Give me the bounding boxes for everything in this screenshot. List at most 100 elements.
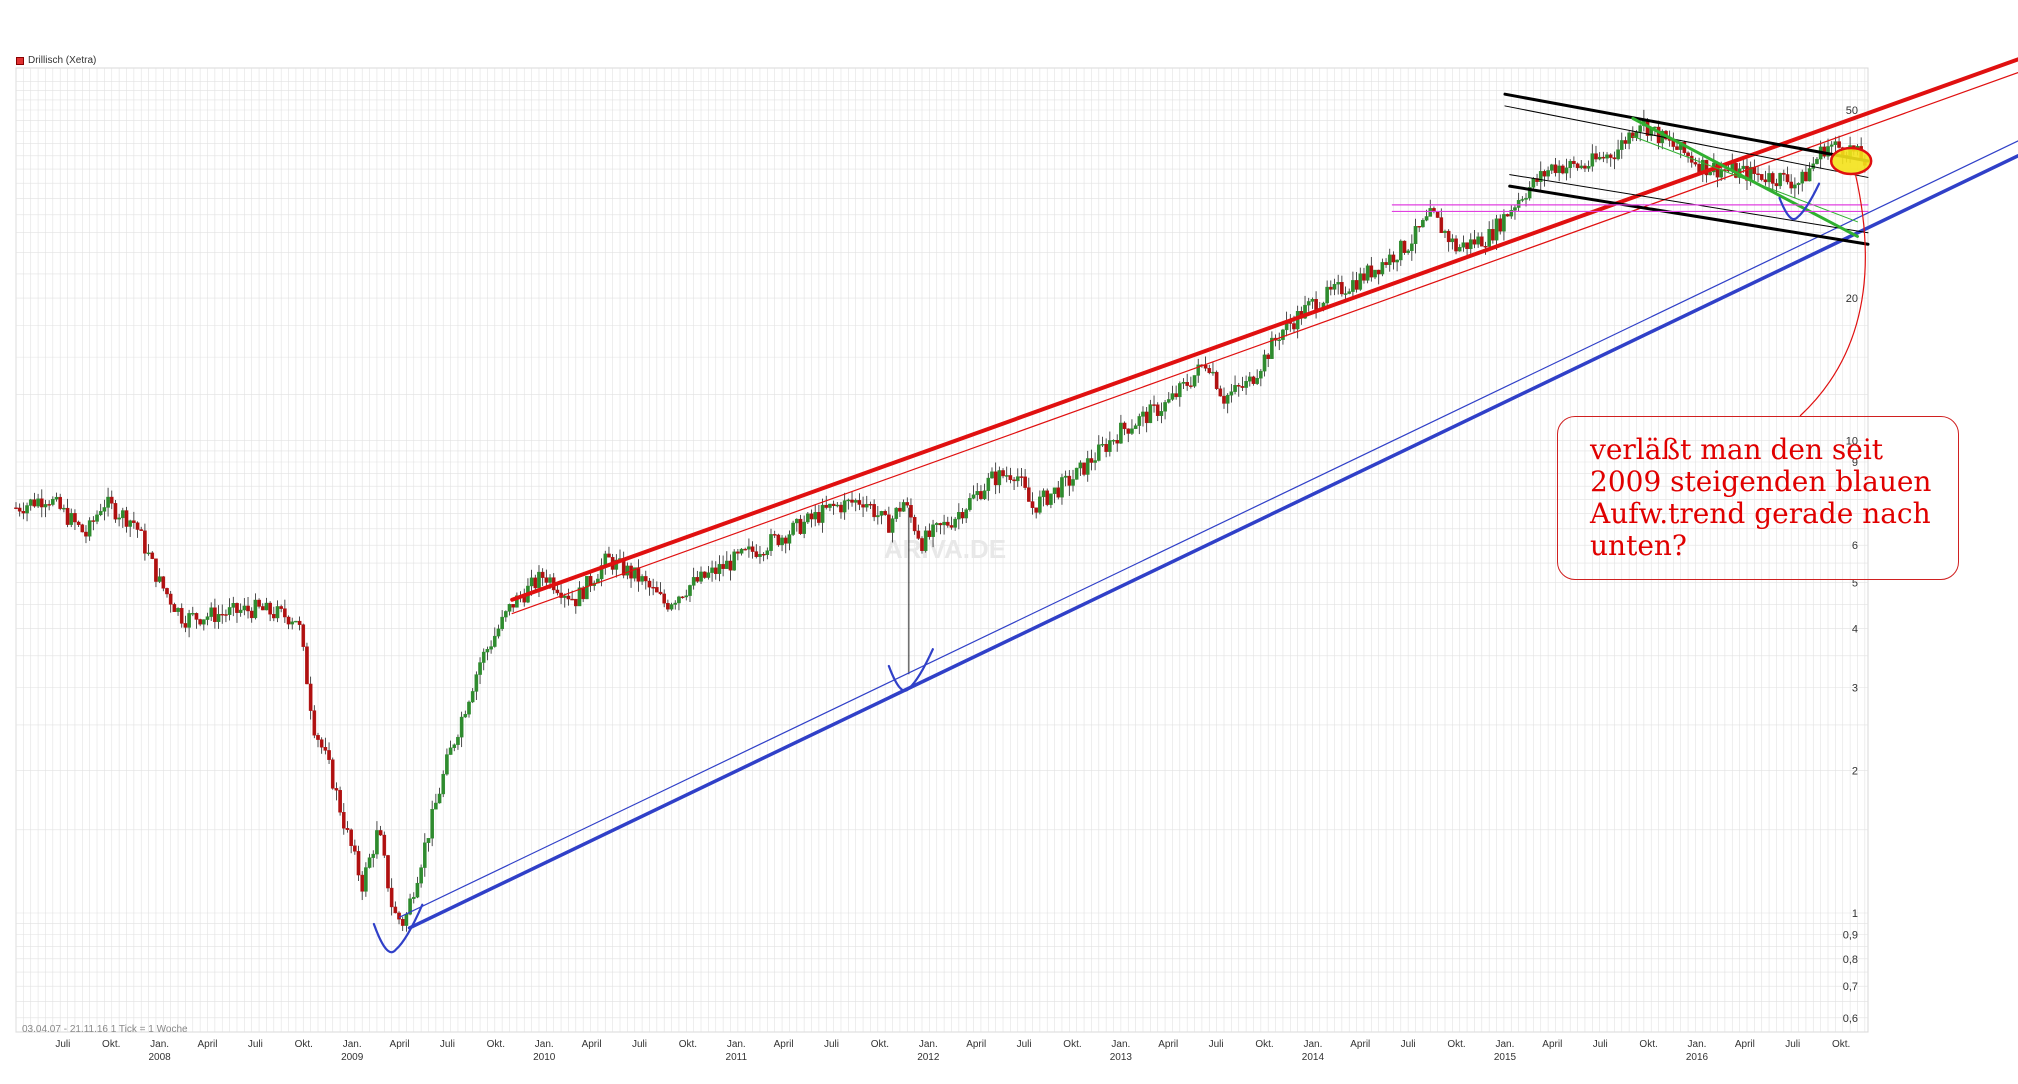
candle-body: [1045, 490, 1050, 505]
candle-body: [1108, 440, 1112, 452]
candle-body: [297, 620, 302, 625]
candle-body: [492, 635, 497, 647]
candle-body: [1104, 444, 1108, 452]
candle-body: [754, 551, 759, 557]
candle-body: [1100, 444, 1105, 446]
candle-body: [931, 524, 935, 537]
x-axis: Juli Okt. Jan. April Juli Okt. Jan. April Juli Ok…: [55, 1039, 1850, 1063]
candle-body: [1270, 337, 1274, 359]
candle-body: [397, 912, 401, 920]
candle-body: [1030, 501, 1035, 508]
candle-body: [1222, 395, 1226, 404]
candle-body: [32, 499, 37, 507]
candle-body: [912, 517, 917, 532]
candle-body: [135, 522, 140, 530]
candle-body: [165, 588, 169, 595]
candle-body: [1085, 458, 1090, 475]
candle-body: [316, 735, 320, 740]
candle-body: [209, 607, 213, 617]
trendline-black-channel-top-thin: [1504, 105, 1869, 178]
candle-body: [1413, 226, 1418, 245]
candle-body: [1078, 462, 1083, 469]
candle-body: [975, 491, 980, 496]
candle-body: [1063, 475, 1068, 478]
candle-body: [562, 595, 567, 598]
candle-body: [846, 499, 851, 502]
candle-body: [971, 494, 976, 499]
candle-body: [669, 604, 674, 610]
candle-body: [294, 620, 298, 623]
trendline-black-channel-bottom-thin: [1509, 174, 1869, 234]
candle-body: [194, 613, 199, 620]
candle-body: [1292, 323, 1296, 330]
candle-body: [1605, 154, 1609, 159]
candle-body: [198, 619, 202, 625]
candle-body: [820, 504, 825, 523]
candle-body: [986, 477, 991, 491]
candle-body: [73, 513, 77, 523]
candle-body: [1756, 173, 1760, 175]
candle-body: [1189, 385, 1193, 387]
candle-body: [1225, 394, 1230, 404]
candle-body: [570, 598, 574, 601]
candle-body: [496, 628, 501, 637]
y-tick-label: 10: [1846, 435, 1858, 447]
candle-body: [268, 602, 272, 615]
candle-body: [1119, 422, 1123, 444]
candle-body: [1130, 428, 1134, 434]
candle-body: [909, 505, 913, 518]
candle-body: [408, 898, 412, 915]
candle-body: [1373, 269, 1377, 278]
candle-body: [1082, 462, 1086, 475]
candle-body: [1524, 197, 1528, 200]
candle-body: [305, 646, 309, 685]
candle-body: [1041, 490, 1046, 498]
candle-body: [1236, 385, 1241, 387]
candle-body: [607, 553, 611, 558]
candle-body: [411, 896, 416, 899]
y-tick-label: 6: [1852, 540, 1858, 552]
candle-body: [338, 790, 342, 813]
candle-body: [750, 546, 755, 552]
watermark: ARIVA.DE: [884, 534, 1006, 564]
trendline-red-upper-thin: [511, 71, 2018, 615]
y-tick-label: 5: [1852, 578, 1858, 590]
candle-body: [806, 513, 810, 523]
candle-body: [1446, 230, 1451, 243]
candle-body: [334, 788, 339, 791]
candle-body: [1207, 368, 1212, 373]
candle-body: [725, 560, 729, 569]
x-tick-label: Jan.: [343, 1039, 362, 1050]
candle-body: [113, 503, 118, 520]
candle-body: [1398, 240, 1403, 261]
candle-body: [404, 914, 409, 926]
candle-body: [360, 874, 364, 892]
candle-body: [1553, 164, 1558, 174]
candle-body: [434, 802, 438, 810]
candle-body: [1516, 199, 1521, 208]
candle-body: [1697, 163, 1701, 173]
candle-body: [220, 613, 225, 616]
swoosh-2011-icon: [887, 648, 934, 692]
candle-body: [1251, 376, 1256, 384]
candle-body: [1049, 493, 1053, 505]
candle-body: [489, 646, 493, 650]
candle-body: [684, 595, 689, 598]
candle-body: [990, 471, 994, 479]
candle-body: [1329, 286, 1333, 290]
candle-body: [1631, 132, 1635, 138]
candle-body: [1027, 487, 1031, 502]
candle-body: [1424, 216, 1429, 221]
x-tick-label: April: [198, 1039, 218, 1050]
x-tick-label: April: [582, 1039, 602, 1050]
candle-body: [1454, 238, 1458, 252]
candle-body: [699, 571, 703, 582]
candle-body: [1549, 164, 1554, 171]
candle-body: [1601, 156, 1606, 159]
candle-body: [842, 500, 847, 513]
candle-body: [1310, 299, 1315, 302]
candle-body: [636, 567, 641, 582]
candle-body: [1303, 304, 1307, 319]
candle-body: [341, 812, 346, 829]
